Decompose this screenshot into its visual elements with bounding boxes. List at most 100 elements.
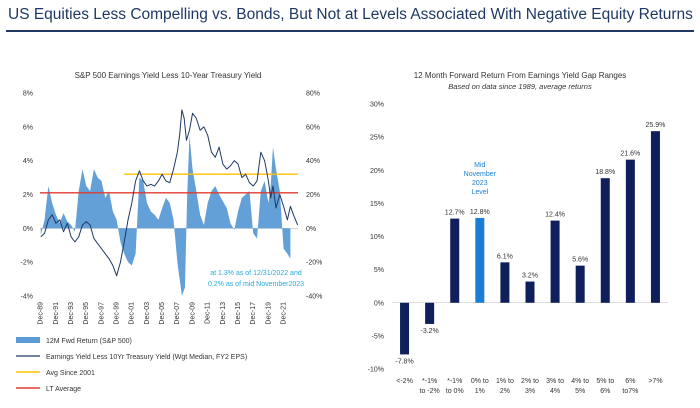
title-divider [6,30,694,32]
category-label-line2: 1% [475,388,485,395]
x-tick-label: Dec-99 [114,302,121,325]
category-label-line2: to7% [622,388,638,395]
x-tick-label: Dec-93 [68,302,75,325]
category-label-line2: to 0% [446,388,464,395]
right-y-tick: 80% [306,91,320,98]
bar-value-label: 12.4% [545,212,565,219]
category-label-line1: *-1% [422,378,437,385]
bar-y-axis: 30% 25% 20% 15% 10% 5% 0% -5% -10% [368,102,668,374]
bar-series [400,131,660,355]
category-label-line2: 5% [575,388,585,395]
category-label-line1: 2% to [521,378,539,385]
category-label-line2: 6% [600,388,610,395]
category-label-line1: 0% to [471,378,489,385]
x-tick-label: Dec-09 [189,302,196,325]
x-tick-label: Dec-95 [83,302,90,325]
category-label-line1: 6% [625,378,635,385]
bar-y-tick: 10% [370,234,384,241]
right-y-tick: 20% [306,192,320,199]
yield-gap-line [40,109,299,277]
right-y-axis: 80% 60% 40% 20% 0% -20% -40% [306,91,322,301]
bar-y-tick: 30% [370,102,384,109]
category-label-line1: 3% to [546,378,564,385]
bar-value-label: 5.6% [572,257,588,264]
bar [550,220,560,303]
bar [400,302,410,355]
x-tick-label: Dec-11 [205,302,212,324]
bar-category-labels: <-2% *-1% to -2% *-1% to 0% 0% to 1% 1% to 2% 2% … [396,378,662,395]
x-tick-label: Dec-15 [235,302,242,325]
x-tick-label: Dec-21 [280,302,287,325]
bar-value-label: 25.9% [646,122,666,129]
bar [650,131,660,303]
bar-value-label: 21.6% [620,151,640,158]
right-y-tick: 60% [306,124,320,131]
earnings-yield-chart: S&P 500 Earnings Yield Less 10-Year Trea… [16,71,322,393]
bar-y-tick: 25% [370,135,384,142]
x-tick-label: Dec-03 [144,302,151,325]
bar-value-label: 3.2% [522,273,538,280]
bar-value-label: 12.7% [445,210,465,217]
legend-label-line: Earnings Yield Less 10Yr Treasury Yield … [46,354,247,361]
category-label-line1: <-2% [396,378,413,385]
x-tick-label: Dec-91 [53,302,60,325]
right-y-tick: 0% [306,226,316,233]
right-y-tick: 40% [306,158,320,165]
category-label-line1: 1% to [496,378,514,385]
yield-gap-line-series [40,109,299,277]
bar [500,262,510,303]
right-y-tick: -20% [306,260,322,267]
bar-value-label: 12.8% [470,209,490,216]
x-tick-label: Dec-13 [220,302,227,325]
right-chart-subtitle: Based on data since 1989, average return… [448,82,592,91]
bar-y-tick: -10% [368,367,384,374]
left-y-tick: 4% [23,158,33,165]
forward-return-bar-chart: 12 Month Forward Return From Earnings Yi… [368,71,668,395]
left-y-axis: 8% 6% 4% 2% 0% -2% -4% [21,91,33,301]
x-tick-label: Dec-01 [129,302,136,325]
left-legend: 12M Fwd Return (S&P 500) Earnings Yield … [16,337,247,393]
category-label-line1: *-1% [447,378,462,385]
annotation-line-2: 0.2% as of mid November2023 [208,281,304,288]
right-y-tick: -40% [306,294,322,301]
x-tick-label: Dec-07 [174,302,181,325]
category-label-line1: 4% to [571,378,589,385]
highlight-note-line: Level [471,189,488,196]
category-label-line1: 5% to [596,378,614,385]
bar-y-tick: 20% [370,168,384,175]
bar-y-tick: -5% [372,333,384,340]
legend-label-lt-avg: LT Average [46,386,81,393]
left-chart-title: S&P 500 Earnings Yield Less 10-Year Trea… [75,71,262,80]
x-tick-label: Dec-97 [98,302,105,325]
category-label-line1: >7% [648,378,662,385]
annotation-line-1: at 1.3% as of 12/31/2022 and [210,270,302,277]
legend-label-area: 12M Fwd Return (S&P 500) [46,338,132,345]
x-tick-label: Dec-19 [265,302,272,325]
category-label-line2: 3% [525,388,535,395]
page-title: US Equities Less Compelling vs. Bonds, B… [8,6,693,23]
bar-y-tick: 5% [374,267,384,274]
left-x-axis: Dec-89 Dec-91 Dec-93 Dec-95 Dec-97 Dec-99 Dec-… [38,302,288,325]
bar [525,281,535,303]
left-y-tick: 0% [23,226,33,233]
x-tick-label: Dec-89 [38,302,45,325]
highlight-note-line: November [464,171,497,178]
x-tick-label: Dec-17 [250,302,257,325]
highlight-note-line: 2023 [472,180,488,187]
highlight-note-line: Mid [474,162,485,169]
bar-value-label: 18.8% [595,169,615,176]
bar-y-tick: 0% [374,300,384,307]
fwd-return-area-series [40,135,291,296]
category-label-line2: 4% [550,388,560,395]
left-y-tick: 6% [23,124,33,131]
category-label-line2: 2% [500,388,510,395]
legend-label-avg2001: Avg Since 2001 [46,370,95,377]
bar [600,178,610,303]
bar-value-labels: -7.8% -3.2% 12.7% 12.8% 6.1% 3.2% 12.4% 5.6% 18.… [395,122,665,365]
right-chart-title: 12 Month Forward Return From Earnings Yi… [414,71,627,80]
left-y-tick: -2% [21,260,33,267]
left-y-tick: 2% [23,192,33,199]
left-y-tick: 8% [23,91,33,98]
